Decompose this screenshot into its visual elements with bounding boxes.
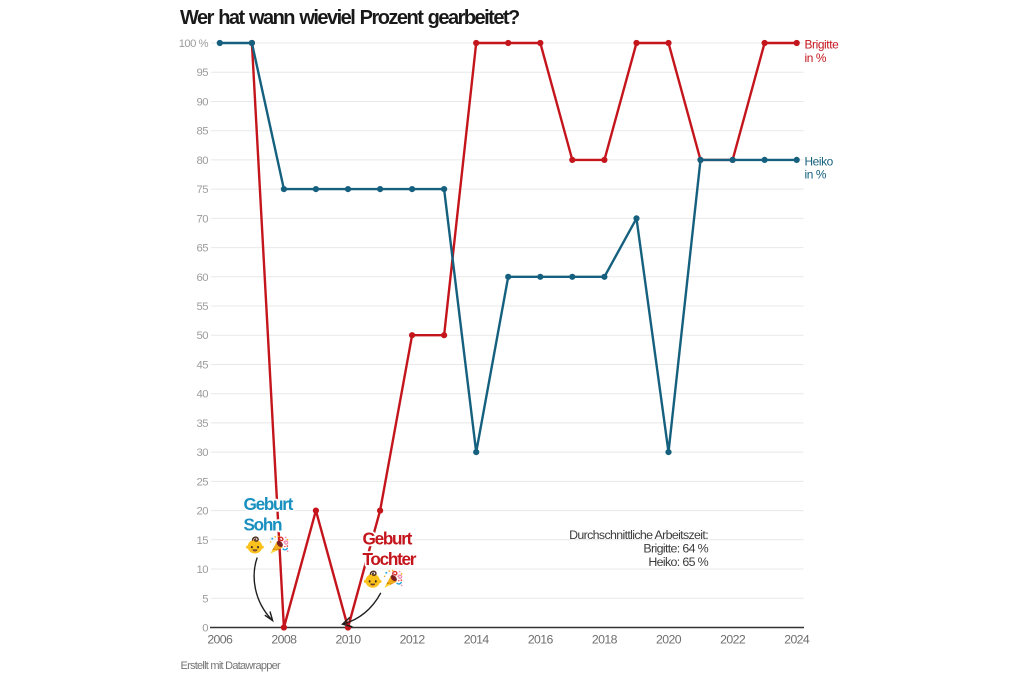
- svg-text:85: 85: [197, 126, 209, 138]
- svg-text:15: 15: [197, 535, 209, 547]
- svg-text:Brigitte: Brigitte: [805, 38, 840, 52]
- svg-text:25: 25: [197, 476, 209, 488]
- svg-text:2016: 2016: [528, 633, 554, 647]
- svg-text:2020: 2020: [656, 633, 682, 647]
- svg-text:40: 40: [197, 389, 209, 401]
- svg-text:2008: 2008: [271, 633, 297, 647]
- svg-text:90: 90: [197, 97, 209, 109]
- svg-text:Tochter: Tochter: [363, 549, 417, 569]
- svg-text:75: 75: [197, 184, 209, 196]
- svg-text:65: 65: [197, 243, 209, 255]
- svg-text:80: 80: [197, 155, 209, 167]
- svg-text:Heiko: 65 %: Heiko: 65 %: [648, 555, 708, 569]
- svg-text:2010: 2010: [336, 633, 362, 647]
- svg-text:70: 70: [197, 213, 209, 225]
- svg-text:Erstellt mit Datawrapper: Erstellt mit Datawrapper: [181, 660, 281, 672]
- svg-text:Wer hat wann wieviel Prozent g: Wer hat wann wieviel Prozent gearbeitet?: [180, 7, 520, 29]
- svg-text:Brigitte: 64 %: Brigitte: 64 %: [643, 542, 708, 556]
- svg-text:5: 5: [202, 593, 208, 605]
- svg-text:Geburt: Geburt: [244, 494, 294, 514]
- svg-text:in %: in %: [805, 51, 827, 65]
- svg-text:0: 0: [202, 623, 208, 635]
- svg-text:45: 45: [197, 360, 209, 372]
- svg-text:Durchschnittliche Arbeitszeit:: Durchschnittliche Arbeitszeit:: [569, 528, 708, 542]
- svg-text:2014: 2014: [464, 633, 490, 647]
- svg-text:95: 95: [197, 67, 209, 79]
- svg-text:2024: 2024: [784, 633, 810, 647]
- svg-text:2022: 2022: [720, 633, 746, 647]
- svg-text:2006: 2006: [207, 633, 233, 647]
- svg-text:2018: 2018: [592, 633, 618, 647]
- svg-text:35: 35: [197, 418, 209, 430]
- svg-text:50: 50: [197, 330, 209, 342]
- svg-text:20: 20: [197, 506, 209, 518]
- svg-text:in %: in %: [805, 168, 827, 182]
- svg-text:100 %: 100 %: [179, 38, 209, 50]
- svg-text:Geburt: Geburt: [363, 529, 413, 549]
- svg-text:Heiko: Heiko: [805, 155, 834, 169]
- svg-text:55: 55: [197, 301, 209, 313]
- svg-text:30: 30: [197, 447, 209, 459]
- svg-text:10: 10: [197, 564, 209, 576]
- svg-text:60: 60: [197, 272, 209, 284]
- svg-text:Sohn: Sohn: [244, 515, 283, 535]
- svg-text:2012: 2012: [400, 633, 426, 647]
